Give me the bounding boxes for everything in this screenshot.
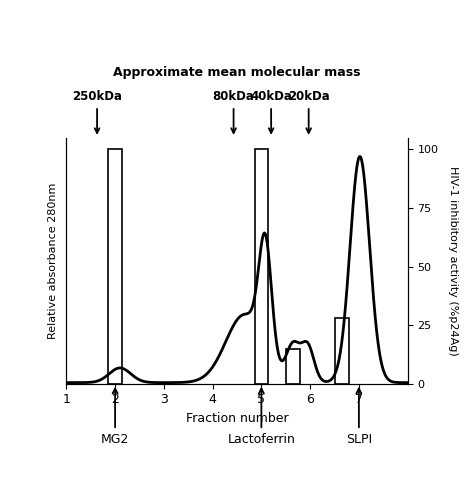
Y-axis label: HIV-1 inhibitory activity (%p24Ag): HIV-1 inhibitory activity (%p24Ag) (448, 166, 458, 356)
Text: Lactoferrin: Lactoferrin (228, 389, 295, 446)
Text: 250kDa: 250kDa (72, 91, 122, 133)
Bar (335, 318, 349, 384)
Text: Approximate mean molecular mass: Approximate mean molecular mass (113, 66, 361, 79)
Text: 40kDa: 40kDa (250, 91, 292, 133)
Text: SLPI: SLPI (346, 389, 372, 446)
Bar (255, 150, 268, 384)
Bar (286, 349, 300, 384)
Text: MG2: MG2 (101, 389, 129, 446)
X-axis label: Fraction number: Fraction number (186, 412, 288, 425)
Bar (108, 150, 122, 384)
Y-axis label: Relative absorbance 280nm: Relative absorbance 280nm (48, 183, 58, 339)
Text: 80kDa: 80kDa (213, 91, 255, 133)
Text: 20kDa: 20kDa (288, 91, 329, 133)
